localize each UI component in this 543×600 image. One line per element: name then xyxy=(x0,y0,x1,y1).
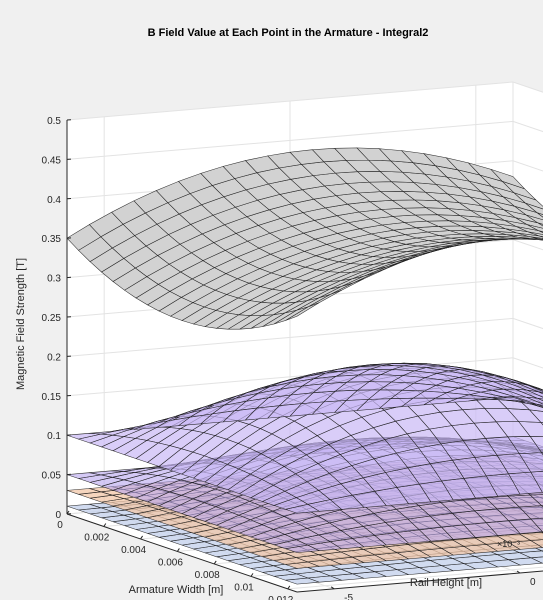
x-tick-mark xyxy=(140,535,144,540)
x-tick-mark xyxy=(250,573,254,577)
z-tick-label: 0.4 xyxy=(47,195,61,206)
x-tick-mark xyxy=(66,510,70,515)
x-tick-mark xyxy=(176,548,180,552)
z-tick-label: 0.15 xyxy=(42,392,62,403)
x-tick-label: 0.004 xyxy=(121,545,146,556)
x-tick-label: 0.008 xyxy=(195,570,220,581)
x-tick-label: 0.012 xyxy=(268,595,293,600)
surface-face xyxy=(66,224,102,251)
x-tick-label: 0.01 xyxy=(234,582,254,593)
z-tick-label: 0.5 xyxy=(47,116,61,127)
x-axis-line xyxy=(66,513,298,593)
y-axis-exponent: ×10⁻³ xyxy=(497,539,520,549)
x-tick-mark xyxy=(287,585,291,590)
y-tick-label: -5 xyxy=(344,593,353,600)
surface-face xyxy=(66,433,101,440)
x-gridline xyxy=(287,566,543,590)
z-tick-label: 0.05 xyxy=(42,471,62,482)
tick-labels: 0 0.05 0.1 0.15 0.2 0.25 0.3 0.35 0.4 0.45 0.5 0 0.0… xyxy=(42,116,536,600)
x-tick-mark xyxy=(213,560,217,565)
y-tick-mark xyxy=(516,570,521,574)
y-tick-mark xyxy=(330,586,335,590)
z-tick-label: 0.45 xyxy=(42,155,62,166)
z-tick-label: 0 xyxy=(55,510,61,521)
surface-layer xyxy=(66,362,543,514)
x-tick-label: 0.002 xyxy=(84,532,109,543)
surface-face xyxy=(66,488,101,495)
x-axis-label: Armature Width [m] xyxy=(129,584,224,596)
y-axis-label: Rail Height [m] xyxy=(410,577,482,589)
y-tick-label: 0 xyxy=(530,577,536,588)
z-tick-label: 0.1 xyxy=(47,431,61,442)
surface-face xyxy=(66,503,101,511)
x-tick-mark xyxy=(103,523,107,527)
z-tick-label: 0.3 xyxy=(47,274,61,285)
surface-face xyxy=(66,472,101,479)
x-tick-label: 0.006 xyxy=(158,557,183,568)
surfaces xyxy=(66,147,543,585)
z-axis-label: Magnetic Field Strength [T] xyxy=(15,258,27,390)
z-tick-label: 0.35 xyxy=(42,234,62,245)
surface-layer xyxy=(66,147,543,330)
z-tick-label: 0.25 xyxy=(42,313,62,324)
x-tick-label: 0 xyxy=(57,520,63,531)
chart-title: B Field Value at Each Point in the Armat… xyxy=(148,27,429,39)
z-tick-label: 0.2 xyxy=(47,352,61,363)
axis-lines xyxy=(66,119,543,593)
